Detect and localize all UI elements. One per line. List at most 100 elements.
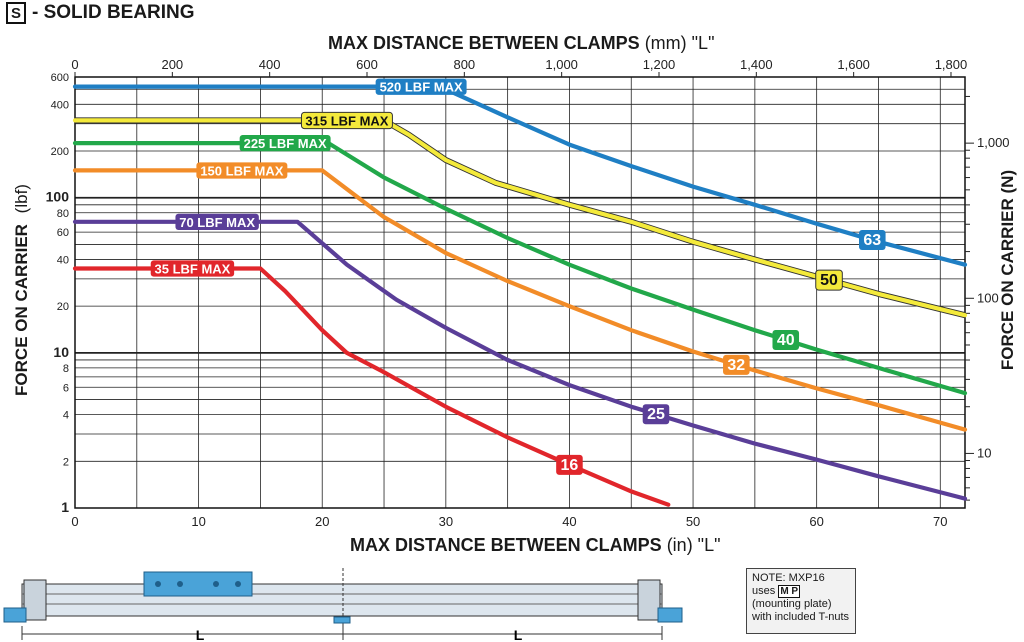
y-left-axis-title-main: FORCE ON CARRIER (12, 224, 31, 396)
x-top-axis-title-unit: (mm) "L" (644, 33, 715, 53)
cap-label-63-bg (375, 78, 467, 95)
y-lbf-tick-label: 1 (61, 499, 69, 515)
series-line-63 (72, 84, 968, 267)
right-clamp (657, 607, 683, 623)
x-bottom-axis-title: MAX DISTANCE BETWEEN CLAMPS (in) "L" (350, 535, 720, 556)
y-lbf-tick-label: 60 (57, 227, 69, 239)
chart-series (72, 84, 968, 507)
x-in-tick-label: 70 (933, 514, 947, 529)
cap-label-25-text: 70 LBF MAX (179, 215, 255, 230)
x-mm-tick-label: 600 (356, 57, 378, 72)
size-label-50: 50 (815, 269, 843, 291)
series-line-40 (72, 141, 968, 396)
force-chart: 0 10 20 30 40 50 60 70 0 200 400 600 800 1,000 1,200 1,… (12, 57, 1017, 529)
size-label-32-text: 32 (727, 357, 745, 374)
note-box: NOTE: MXP16 uses M P (mounting plate) wi… (746, 568, 856, 634)
y-right-axis-title: FORCE ON CARRIER (N) (998, 170, 1017, 370)
cap-label-50-text: 315 LBF MAX (305, 113, 388, 128)
x-mm-tick-label: 1,800 (935, 57, 968, 72)
size-label-16-bg (556, 454, 583, 475)
size-label-16: 16 (556, 454, 583, 475)
y-left-axis-title: FORCE ON CARRIER (lbf) (12, 184, 31, 396)
x-in-tick-label: 30 (439, 514, 453, 529)
x-bottom-axis-title-main: MAX DISTANCE BETWEEN CLAMPS (350, 535, 662, 555)
size-label-16-text: 16 (561, 457, 579, 474)
size-label-40-text: 40 (777, 332, 795, 349)
y-left-axis-title-unit: (lbf) (12, 184, 31, 213)
x-in-tick-label: 10 (191, 514, 205, 529)
y-lbf-tick-label: 10 (53, 344, 69, 360)
y-lbf-tick-label: 4 (63, 410, 69, 422)
x-mm-tick-label: 400 (259, 57, 281, 72)
series-labels: 520 LBF MAX 63 315 LBF MAX 50 225 LBF MAX 40 1… (150, 78, 886, 475)
size-label-50-text: 50 (820, 272, 838, 289)
size-label-63-text: 63 (863, 232, 881, 249)
y-lbf-tick-label: 8 (63, 363, 69, 375)
x-mm-tick-label: 800 (453, 57, 475, 72)
section-title: - SOLID BEARING (32, 2, 195, 23)
x-mm-tick-label: 1,400 (740, 57, 773, 72)
cap-label-16-text: 35 LBF MAX (155, 261, 231, 276)
page-header: S - SOLID BEARING (6, 2, 195, 24)
cap-label-25-bg (175, 213, 259, 230)
x-mm-tick-label: 1,200 (643, 57, 676, 72)
size-label-63-bg (859, 230, 886, 251)
note-line-4: with included T-nuts (752, 611, 850, 623)
mounting-plate-badge: M P (778, 585, 801, 598)
x-bottom-axis-title-unit: (in) "L" (666, 535, 721, 555)
y-lbf-tick-label: 200 (51, 146, 69, 158)
x-mm-tick-label: 0 (71, 57, 78, 72)
size-label-32-bg (723, 354, 750, 375)
cap-label-16-bg (150, 260, 235, 277)
x-mm-tick-label: 1,000 (545, 57, 578, 72)
y-lbf-tick-label: 20 (57, 301, 69, 313)
cap-label-50-bg (300, 111, 393, 130)
series-line-16 (72, 266, 671, 507)
cap-label-40-text: 225 LBF MAX (244, 136, 327, 151)
x-in-tick-label: 50 (686, 514, 700, 529)
dim-label-right: L (514, 627, 523, 642)
size-label-25-text: 25 (647, 406, 665, 423)
y-lbf-tick-label: 40 (57, 254, 69, 266)
size-label-40-bg (772, 329, 800, 350)
series-line-32 (72, 168, 968, 432)
cap-label-40: 225 LBF MAX (239, 135, 331, 152)
cap-label-25: 70 LBF MAX (175, 213, 259, 230)
size-label-25: 25 (642, 404, 670, 425)
note-line-2: uses M P (752, 585, 850, 598)
cap-label-40-bg (239, 135, 331, 152)
x-mm-tick-label: 1,600 (837, 57, 870, 72)
right-end-cap (637, 579, 661, 621)
size-label-50-bg (815, 269, 843, 291)
size-label-32: 32 (723, 354, 750, 375)
cap-label-32: 150 LBF MAX (196, 162, 288, 179)
cap-label-16: 35 LBF MAX (150, 260, 235, 277)
x-in-tick-label: 20 (315, 514, 329, 529)
cap-label-63: 520 LBF MAX (375, 78, 467, 95)
y-lbf-tick-label: 80 (57, 208, 69, 220)
y-n-tick-label: 100 (977, 290, 999, 305)
note-uses-text: uses (752, 585, 776, 597)
size-label-25-bg (642, 404, 670, 425)
x-in-tick-label: 40 (562, 514, 576, 529)
carrier-block (143, 571, 253, 597)
cap-label-50: 315 LBF MAX (300, 111, 393, 130)
y-lbf-tick-label: 6 (63, 382, 69, 394)
x-in-tick-label: 60 (809, 514, 823, 529)
section-letter-box: S (6, 2, 26, 24)
x-in-tick-label: 0 (71, 514, 78, 529)
y-n-tick-label: 1,000 (977, 135, 1010, 150)
size-label-63: 63 (859, 230, 886, 251)
y-lbf-tick-label: 100 (46, 189, 70, 205)
cap-label-32-text: 150 LBF MAX (200, 163, 283, 178)
x-top-axis-title-main: MAX DISTANCE BETWEEN CLAMPS (328, 33, 640, 53)
note-line-1: NOTE: MXP16 (752, 572, 825, 584)
x-top-axis-title: MAX DISTANCE BETWEEN CLAMPS (mm) "L" (328, 33, 714, 54)
y-n-tick-label: 10 (977, 445, 991, 460)
series-line-25 (72, 219, 968, 501)
y-lbf-tick-label: 600 (51, 72, 69, 84)
y-lbf-tick-label: 2 (63, 456, 69, 468)
actuator-diagram: L L (3, 568, 683, 642)
size-label-40: 40 (772, 329, 800, 350)
x-mm-tick-label: 200 (161, 57, 183, 72)
